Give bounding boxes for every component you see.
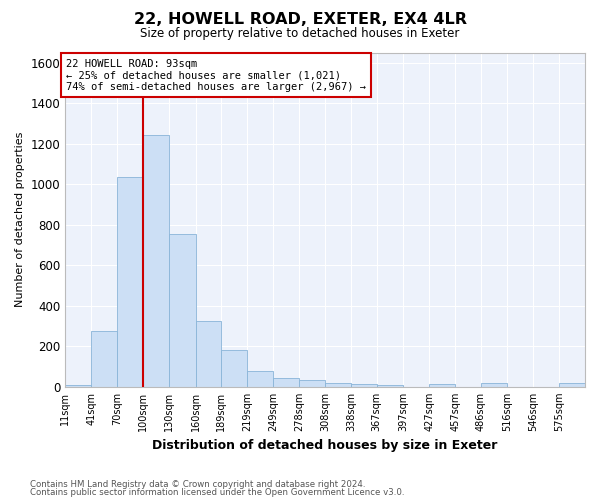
Bar (196, 321, 221, 387)
Bar (65, 385, 91, 387)
Y-axis label: Number of detached properties: Number of detached properties (15, 132, 25, 308)
Bar (247, 370, 274, 387)
Text: Contains public sector information licensed under the Open Government Licence v3: Contains public sector information licen… (30, 488, 404, 497)
Bar (221, 350, 247, 387)
Bar (91, 331, 117, 387)
Bar (377, 385, 403, 387)
X-axis label: Distribution of detached houses by size in Exeter: Distribution of detached houses by size … (152, 440, 498, 452)
Text: 22 HOWELL ROAD: 93sqm
← 25% of detached houses are smaller (1,021)
74% of semi-d: 22 HOWELL ROAD: 93sqm ← 25% of detached … (66, 58, 366, 92)
Bar (299, 380, 325, 387)
Bar (274, 378, 299, 387)
Text: Size of property relative to detached houses in Exeter: Size of property relative to detached ho… (140, 28, 460, 40)
Bar (143, 134, 169, 387)
Bar (481, 383, 507, 387)
Bar (429, 384, 455, 387)
Text: Contains HM Land Registry data © Crown copyright and database right 2024.: Contains HM Land Registry data © Crown c… (30, 480, 365, 489)
Bar (169, 234, 196, 387)
Bar (325, 383, 352, 387)
Bar (117, 177, 143, 387)
Text: 22, HOWELL ROAD, EXETER, EX4 4LR: 22, HOWELL ROAD, EXETER, EX4 4LR (133, 12, 467, 28)
Bar (352, 384, 377, 387)
Bar (559, 383, 585, 387)
